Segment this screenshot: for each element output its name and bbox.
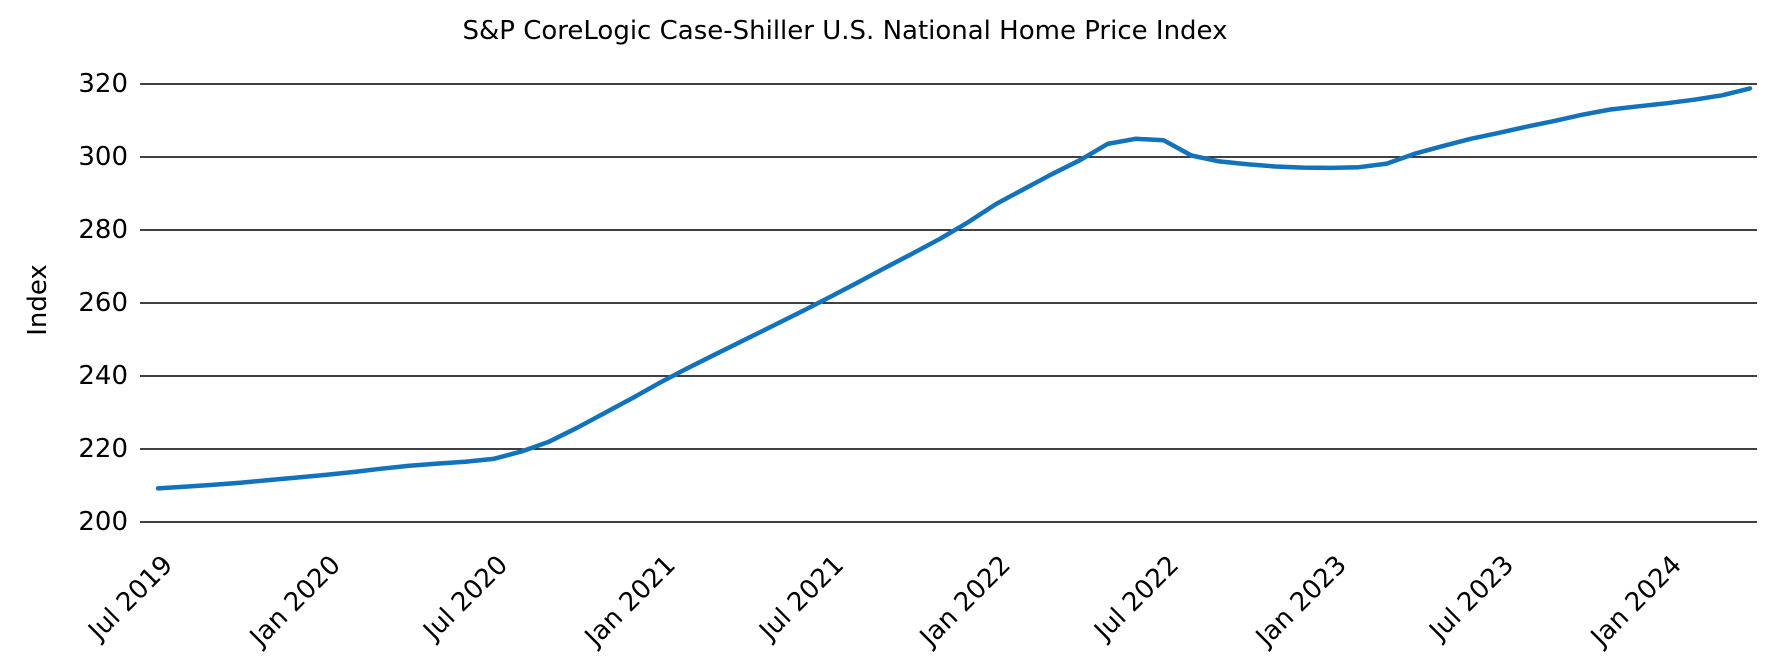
y-tick-label: 260 xyxy=(78,288,128,318)
y-tick-label: 280 xyxy=(78,215,128,245)
index-line-series xyxy=(155,86,1753,491)
y-tick-label: 200 xyxy=(78,507,128,537)
y-tick-label: 320 xyxy=(78,69,128,99)
y-tick-label: 220 xyxy=(78,434,128,464)
y-tick-label: 300 xyxy=(78,142,128,172)
y-tick-label: 240 xyxy=(78,361,128,391)
chart-title: S&P CoreLogic Case-Shiller U.S. National… xyxy=(462,16,1228,46)
